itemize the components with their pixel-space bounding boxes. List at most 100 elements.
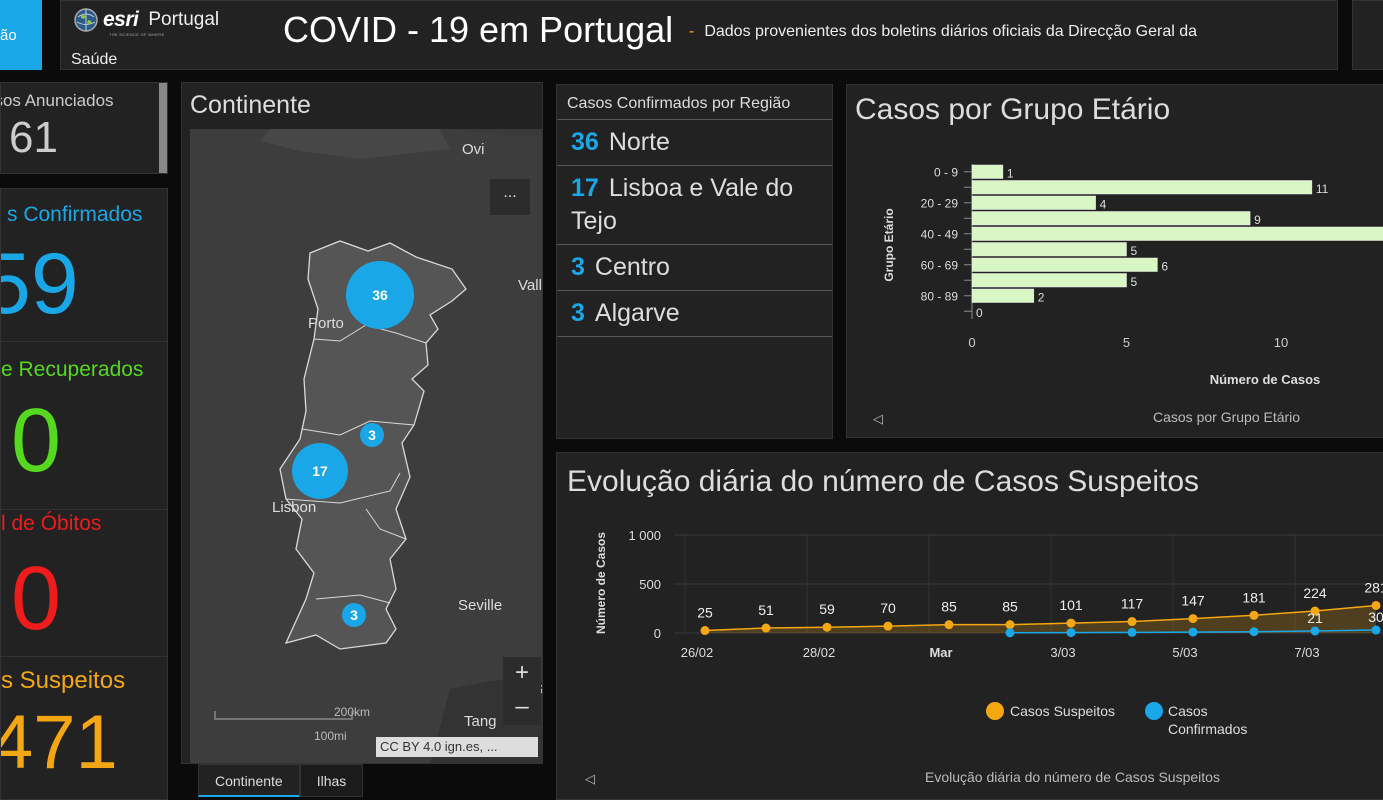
tab-ilhas[interactable]: Ilhas bbox=[299, 764, 364, 797]
y-tick-label: 500 bbox=[639, 577, 661, 592]
scale-km: 200km bbox=[334, 705, 371, 719]
header-right-tab[interactable] bbox=[1352, 0, 1383, 70]
stat-confirmed-value: 59 bbox=[1, 236, 79, 332]
info-tab-label: ão bbox=[0, 26, 17, 44]
map-label-valladolid: Vall bbox=[518, 277, 542, 294]
stat-recovered-value: 0 bbox=[11, 391, 62, 491]
subtitle-line2: Saúde bbox=[71, 51, 118, 68]
stat-deaths-label: l de Óbitos bbox=[1, 512, 102, 535]
point-suspects bbox=[944, 620, 954, 630]
stat-suspects-label: s Suspeitos bbox=[1, 667, 126, 694]
stat-deaths: l de Óbitos 0 bbox=[1, 510, 167, 657]
map-label-tanger: Tang bbox=[464, 713, 497, 730]
line-suspects bbox=[704, 604, 1377, 632]
cluster-norte[interactable]: 36 bbox=[346, 261, 414, 329]
evolution-chart-panel: Evolução diária do número de Casos Suspe… bbox=[556, 452, 1383, 800]
y-tick-label: 0 bbox=[654, 626, 661, 641]
point-suspects bbox=[1249, 610, 1259, 620]
chevron-left-icon[interactable]: ◁ bbox=[873, 411, 883, 426]
cluster-centro[interactable]: 3 bbox=[360, 423, 384, 447]
stat-recovered-label: e Recuperados bbox=[1, 358, 144, 381]
region-item[interactable]: 3 Algarve bbox=[557, 290, 832, 337]
point-suspects bbox=[761, 623, 771, 633]
bar-value-label: 4 bbox=[1100, 198, 1107, 212]
logo-brand: esri bbox=[103, 8, 139, 31]
header-subtitle: - Dados provenientes dos boletins diários… bbox=[689, 23, 1198, 40]
map-canvas[interactable]: ... Ovi Vall Porto Lisbon Seville Tang G… bbox=[190, 129, 542, 763]
point-confirmed bbox=[1188, 627, 1198, 637]
map-menu-button[interactable]: ... bbox=[490, 179, 530, 215]
regions-title: Casos Confirmados por Região bbox=[567, 95, 791, 112]
evolution-chart-footer: Evolução diária do número de Casos Suspe… bbox=[925, 769, 1220, 785]
label-suspects: 51 bbox=[758, 602, 774, 618]
label-suspects: 281 bbox=[1364, 579, 1383, 595]
region-count: 3 bbox=[571, 253, 585, 281]
map-attribution[interactable]: CC BY 4.0 ign.es, ... bbox=[376, 737, 538, 757]
label-suspects: 85 bbox=[941, 599, 957, 615]
legend-label-suspects: Casos Suspeitos bbox=[1010, 703, 1115, 719]
bar bbox=[971, 211, 1251, 226]
region-name: Lisboa e Vale do Tejo bbox=[571, 174, 794, 235]
zoom-in-button[interactable]: + bbox=[503, 657, 541, 691]
esri-logo: esri Portugal bbox=[73, 7, 219, 33]
portugal-map-svg bbox=[190, 129, 542, 763]
tab-continente[interactable]: Continente bbox=[198, 764, 300, 797]
bar-value-label: 0 bbox=[976, 306, 983, 320]
region-item[interactable]: 3 Centro bbox=[557, 244, 832, 291]
region-name: Centro bbox=[594, 253, 670, 281]
announced-label: asos Anunciados bbox=[1, 91, 114, 110]
regions-panel: Casos Confirmados por Região 36 Norte 17 L… bbox=[556, 84, 833, 439]
label-suspects: 101 bbox=[1059, 597, 1083, 613]
point-suspects bbox=[1371, 600, 1381, 610]
evolution-chart-svg: 0 500 1 000 26/02 28/02 Mar 3/03 5/03 7/03 Número… bbox=[594, 528, 1383, 737]
app-header: esri Portugal THE SCIENCE OF WHERE COVID… bbox=[60, 0, 1338, 70]
area-suspects bbox=[705, 605, 1376, 633]
y-axis-label: Grupo Etário bbox=[882, 208, 896, 281]
chevron-left-icon[interactable]: ◁ bbox=[585, 771, 595, 786]
y-tick-label: 60 - 69 bbox=[921, 259, 959, 273]
bar bbox=[971, 257, 1158, 272]
map-label-porto: Porto bbox=[308, 315, 344, 332]
map-label-oviedo: Ovi bbox=[462, 141, 485, 158]
cluster-algarve[interactable]: 3 bbox=[342, 603, 366, 627]
label-confirmed: 30 bbox=[1368, 609, 1383, 625]
label-suspects: 224 bbox=[1303, 585, 1327, 601]
info-tab[interactable]: ão bbox=[0, 0, 42, 70]
y-tick-label: 40 - 49 bbox=[921, 228, 959, 242]
page-title: COVID - 19 em Portugal bbox=[283, 9, 674, 50]
legend-marker-suspects bbox=[986, 702, 1004, 720]
point-confirmed bbox=[1310, 626, 1320, 636]
legend-marker-confirmed bbox=[1145, 702, 1163, 720]
label-confirmed: 21 bbox=[1307, 610, 1323, 626]
point-confirmed bbox=[1127, 627, 1137, 637]
bar bbox=[971, 273, 1127, 288]
label-suspects: 85 bbox=[1002, 599, 1018, 615]
scrollbar[interactable] bbox=[159, 83, 167, 173]
x-tick-label: 7/03 bbox=[1294, 645, 1319, 660]
bar bbox=[971, 164, 1004, 179]
x-tick-label: 28/02 bbox=[803, 645, 836, 660]
x-tick-label: 10 bbox=[1274, 335, 1288, 350]
x-tick-label: 3/03 bbox=[1050, 645, 1075, 660]
x-axis-label: Número de Casos bbox=[1210, 372, 1321, 387]
bar bbox=[971, 195, 1096, 210]
point-confirmed bbox=[1005, 628, 1015, 638]
region-item[interactable]: 36 Norte bbox=[557, 119, 832, 166]
label-suspects: 25 bbox=[697, 605, 713, 621]
point-suspects bbox=[1066, 618, 1076, 628]
stat-suspects: s Suspeitos 471 bbox=[1, 657, 167, 799]
point-confirmed bbox=[1066, 628, 1076, 638]
x-tick-label: 5/03 bbox=[1172, 645, 1197, 660]
map-label-lisbon: Lisbon bbox=[272, 499, 317, 516]
logo-region: Portugal bbox=[148, 9, 220, 30]
age-chart-svg: 0 5 10 1 0 - 9 11 4 20 - 29 9 40 - 49 5 6 60 - 69 5 2 8… bbox=[882, 164, 1383, 387]
y-tick-label: 1 000 bbox=[628, 528, 661, 543]
bar bbox=[971, 288, 1035, 303]
zoom-out-button[interactable]: – bbox=[503, 691, 541, 725]
cluster-lisboa[interactable]: 17 bbox=[292, 443, 348, 499]
globe-icon bbox=[74, 8, 98, 32]
bar-value-label: 6 bbox=[1161, 260, 1168, 274]
region-item[interactable]: 17 Lisboa e Vale do Tejo bbox=[557, 165, 832, 245]
bar-value-label: 11 bbox=[1316, 182, 1329, 196]
bar bbox=[971, 180, 1313, 195]
